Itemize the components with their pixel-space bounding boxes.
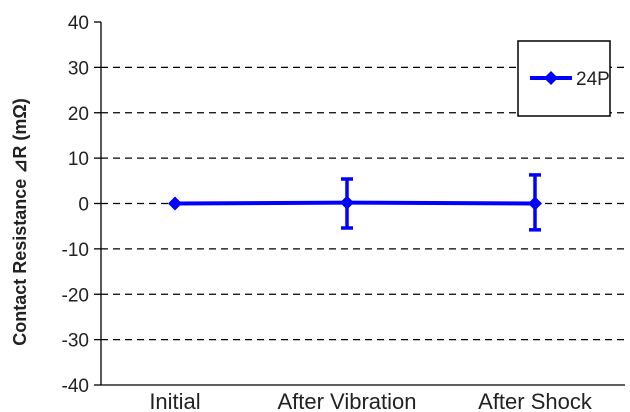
y-tick-label: 20 [68,104,89,125]
data-point [168,196,182,211]
series-line [174,200,536,206]
y-tick-label: -30 [62,331,89,352]
series [168,173,542,232]
x-tick-label: After Shock [478,389,593,412]
x-tick-label: Initial [149,389,200,412]
y-tick-label: -20 [62,285,89,306]
y-tick-label: -40 [62,376,89,397]
y-tick-label: 40 [68,13,89,34]
axes [94,21,625,386]
y-tick-labels: 40 30 20 10 0 -10 -20 -30 -40 [62,13,89,397]
data-point [340,195,354,210]
legend: 24P [517,40,611,117]
data-point [528,196,542,211]
legend-label: 24P [576,69,610,90]
y-tick-label: -10 [62,240,89,261]
x-tick-label: After Vibration [277,389,416,412]
y-tick-label: 0 [78,195,89,216]
y-axis-label: Contact Resistance ⊿R (mΩ) [10,98,30,346]
y-tick-label: 10 [68,149,89,170]
y-tick-label: 30 [68,58,89,79]
x-tick-labels: Initial After Vibration After Shock [149,389,593,412]
legend-marker [544,71,558,85]
